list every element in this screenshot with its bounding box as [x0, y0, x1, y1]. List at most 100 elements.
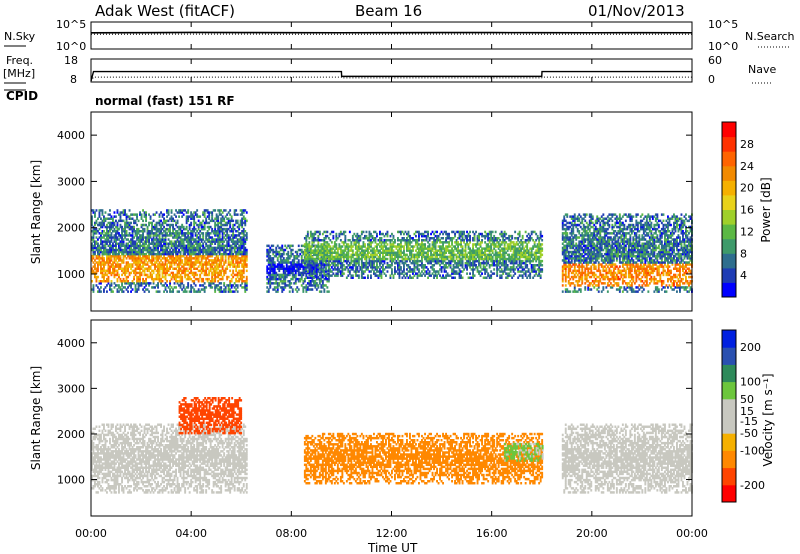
- data-cell: [94, 246, 96, 250]
- data-cell: [116, 238, 119, 241]
- data-cell: [112, 230, 114, 233]
- data-cell: [191, 261, 194, 264]
- cpid-label: CPID: [6, 89, 38, 103]
- data-cell: [134, 269, 137, 273]
- data-cell: [91, 246, 93, 250]
- data-cell: [173, 227, 176, 231]
- data-cell: [182, 227, 185, 231]
- data-cell: [184, 269, 187, 273]
- data-cell: [166, 259, 168, 262]
- data-cell: [98, 250, 101, 254]
- data-cell: [196, 234, 199, 237]
- data-cell: [203, 261, 206, 264]
- data-cell: [206, 209, 209, 212]
- data-cell: [179, 227, 182, 231]
- data-cell: [178, 234, 180, 237]
- data-cell: [145, 257, 147, 260]
- data-cell: [245, 269, 248, 273]
- data-cell: [199, 284, 202, 287]
- data-cell: [104, 248, 107, 252]
- data-cell: [176, 211, 179, 214]
- data-cell: [110, 223, 113, 227]
- data-cell: [115, 219, 117, 223]
- data-cell: [167, 238, 170, 241]
- data-cell: [205, 244, 208, 248]
- data-cell: [92, 271, 95, 275]
- data-cell: [179, 255, 182, 258]
- data-cell: [211, 271, 214, 275]
- data-cell: [116, 236, 119, 239]
- data-cell: [160, 265, 162, 268]
- data-cell: [202, 288, 205, 291]
- data-cell: [187, 286, 190, 289]
- data-cell: [215, 269, 218, 273]
- data-cell: [112, 236, 114, 239]
- data-cell: [128, 232, 131, 235]
- data-cell: [167, 234, 170, 237]
- data-cell: [115, 257, 117, 260]
- data-cell: [245, 211, 248, 214]
- data-cell: [187, 257, 190, 260]
- data-cell: [118, 219, 120, 223]
- data-cell: [113, 240, 116, 243]
- data-cell: [454, 276, 456, 279]
- data-cell: [442, 237, 444, 240]
- data-cell: [163, 244, 165, 248]
- data-cell: [152, 219, 155, 223]
- data-cell: [175, 277, 177, 281]
- data-cell: [194, 240, 197, 243]
- data-cell: [200, 261, 203, 264]
- data-cell: [125, 280, 128, 283]
- data-cell: [107, 234, 110, 237]
- freq-tick-top: 18: [64, 54, 78, 67]
- data-cell: [199, 275, 202, 279]
- data-cell: [190, 217, 193, 220]
- data-cell: [143, 267, 146, 270]
- data-cell: [191, 236, 194, 239]
- data-cell: [151, 257, 153, 260]
- data-cell: [133, 244, 135, 248]
- data-cell: [212, 259, 215, 262]
- data-cell: [98, 252, 101, 256]
- data-cell: [205, 265, 208, 268]
- data-cell: [113, 267, 116, 270]
- data-cell: [167, 252, 170, 256]
- data-cell: [118, 275, 120, 279]
- data-cell: [112, 255, 114, 258]
- data-cell: [155, 265, 158, 268]
- data-cell: [124, 221, 126, 225]
- data-cell: [187, 219, 190, 223]
- data-cell: [109, 244, 111, 248]
- data-cell: [214, 248, 217, 252]
- data-cell: [94, 230, 96, 233]
- data-cell: [199, 246, 202, 250]
- data-cell: [176, 221, 179, 225]
- data-cell: [109, 221, 111, 225]
- data-cell: [110, 280, 113, 283]
- data-cell: [194, 238, 197, 241]
- data-cell: [181, 269, 184, 273]
- data-cell: [143, 227, 146, 231]
- data-cell: [211, 236, 214, 239]
- data-cell: [157, 263, 159, 266]
- data-cell: [215, 252, 218, 256]
- data-cell: [211, 252, 214, 256]
- data-cell: [101, 257, 104, 260]
- data-cell: [205, 277, 208, 281]
- data-cell: [205, 234, 208, 237]
- data-cell: [140, 265, 143, 268]
- data-cell: [200, 223, 203, 227]
- data-cell: [176, 257, 179, 260]
- data-cell: [121, 252, 123, 256]
- data-cell: [95, 275, 98, 279]
- data-cell: [194, 263, 197, 266]
- data-cell: [101, 267, 104, 270]
- data-cell: [173, 267, 176, 270]
- data-cell: [94, 240, 96, 243]
- data-cell: [100, 248, 102, 252]
- data-cell: [131, 250, 134, 254]
- data-cell: [188, 250, 191, 254]
- data-cell: [107, 261, 110, 264]
- data-cell: [128, 273, 131, 277]
- data-cell: [112, 248, 114, 252]
